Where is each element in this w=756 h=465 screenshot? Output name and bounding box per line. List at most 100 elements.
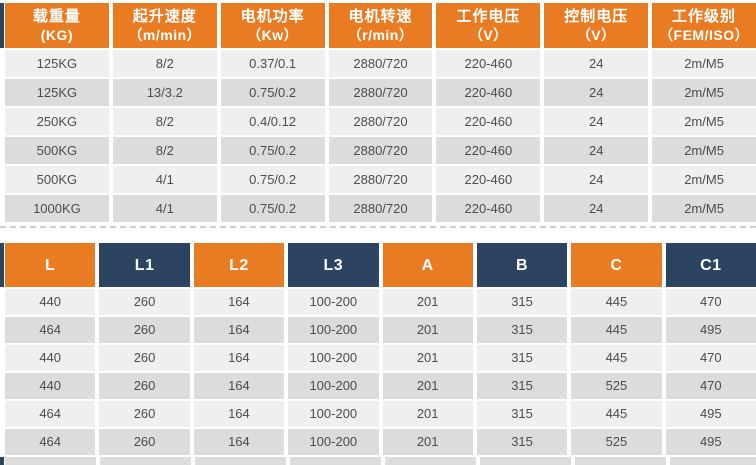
cropped-cell	[575, 457, 666, 465]
spec-cell: 220-460	[436, 195, 541, 222]
dim-cell: 201	[382, 317, 473, 343]
cropped-cell	[290, 457, 381, 465]
spec-cell: 24	[544, 195, 649, 222]
spec-cell: 1000KG	[5, 195, 109, 222]
spec-cell: 500KG	[5, 137, 109, 164]
dim-cell: 315	[476, 401, 568, 427]
spec-table: 载重量 (KG) 起升速度 （m/min） 电机功率 （Kw） 电机转速 （r/min） 工作电…	[0, 3, 756, 222]
spec-cell: 2880/720	[328, 108, 433, 135]
dimension-table-header-row: L L1 L2 L3 A B C C1	[0, 243, 756, 287]
spec-cell: 13/3.2	[112, 79, 217, 106]
dim-cell: 100-200	[288, 345, 379, 371]
spec-cell: 2m/M5	[652, 137, 756, 164]
cropped-cell	[385, 457, 476, 465]
dim-header-label: C	[610, 256, 623, 274]
dim-cell: 464	[5, 317, 96, 343]
dim-header-label: A	[421, 256, 434, 274]
spec-cell: 24	[544, 108, 649, 135]
spec-cell: 220-460	[436, 79, 541, 106]
dim-cell: 260	[99, 345, 190, 371]
dim-cell: 495	[665, 401, 756, 427]
dim-header-cell: L3	[288, 243, 379, 287]
spec-header-line1: 工作电压	[456, 7, 521, 25]
dim-header-cell: C1	[665, 243, 756, 287]
dim-cell: 164	[193, 317, 285, 343]
spec-header-cell: 工作电压 （V）	[436, 3, 541, 48]
spec-cell: 24	[544, 50, 649, 77]
spec-cell: 220-460	[436, 137, 541, 164]
dim-cell: 201	[382, 429, 473, 455]
dimension-table-body: 440 260 164 100-200 201 315 445 470 464 260 164 100…	[0, 289, 756, 455]
spec-cell: 2m/M5	[652, 195, 756, 222]
dim-cell: 164	[193, 289, 285, 315]
dim-header-cell: L2	[193, 243, 285, 287]
dim-header-cell: L	[5, 243, 96, 287]
cropped-column-edge-spec	[0, 3, 4, 48]
spec-header-cell: 载重量 (KG)	[5, 3, 109, 48]
spec-cell: 0.4/0.12	[220, 108, 325, 135]
spec-cell: 500KG	[5, 166, 109, 193]
spec-cell: 2880/720	[328, 166, 433, 193]
dim-cell: 445	[571, 345, 662, 371]
spec-cell: 24	[544, 137, 649, 164]
spec-cell: 0.75/0.2	[220, 79, 325, 106]
dim-header-cell: B	[476, 243, 568, 287]
cropped-cell	[480, 457, 571, 465]
cropped-cell	[100, 457, 191, 465]
dim-cell: 164	[193, 429, 285, 455]
spec-header-line2: （FEM/ISO）	[659, 26, 750, 43]
spec-cell: 125KG	[5, 50, 109, 77]
dim-cell: 100-200	[288, 401, 379, 427]
spec-header-line1: 电机转速	[348, 7, 413, 25]
dim-cell: 164	[193, 401, 285, 427]
dim-cell: 495	[665, 429, 756, 455]
dim-cell: 201	[382, 401, 473, 427]
spec-header-line1: 控制电压	[564, 7, 629, 25]
dim-header-label: C1	[700, 256, 722, 274]
spec-table-body: 125KG 8/2 0.37/0.1 2880/720 220-460 24 2m/M5 12…	[0, 50, 756, 222]
spec-cell: 250KG	[5, 108, 109, 135]
dim-cell: 495	[665, 317, 756, 343]
spec-cell: 125KG	[5, 79, 109, 106]
dim-cell: 470	[665, 373, 756, 399]
dim-cell: 260	[99, 373, 190, 399]
dim-cell: 201	[382, 289, 473, 315]
spec-header-cell: 控制电压 （V）	[544, 3, 649, 48]
spec-cell: 8/2	[112, 137, 217, 164]
dim-cell: 464	[5, 429, 96, 455]
spec-cell: 4/1	[112, 195, 217, 222]
spec-header-line2: （m/min）	[128, 26, 202, 43]
dim-cell: 445	[571, 401, 662, 427]
dim-cell: 440	[5, 345, 96, 371]
dim-header-label: L	[45, 256, 56, 274]
cropped-cell	[670, 457, 756, 465]
spec-cell: 220-460	[436, 166, 541, 193]
spec-cell: 2m/M5	[652, 79, 756, 106]
spec-cell: 2880/720	[328, 79, 433, 106]
cropped-column-edge-bottom	[0, 457, 4, 465]
dim-cell: 470	[665, 345, 756, 371]
spec-cell: 0.37/0.1	[220, 50, 325, 77]
dim-cell: 315	[476, 289, 568, 315]
dim-cell: 100-200	[288, 317, 379, 343]
spec-cell: 2m/M5	[652, 166, 756, 193]
dim-cell: 164	[193, 345, 285, 371]
dim-cell: 315	[476, 345, 568, 371]
spec-header-cell: 起升速度 （m/min）	[112, 3, 217, 48]
dim-cell: 525	[571, 373, 662, 399]
spec-header-cell: 电机功率 （Kw）	[220, 3, 325, 48]
dim-cell: 440	[5, 289, 96, 315]
dim-cell: 100-200	[288, 373, 379, 399]
dim-header-label: B	[516, 256, 529, 274]
dim-header-label: L2	[229, 256, 249, 274]
spec-cell: 24	[544, 79, 649, 106]
spec-cell: 0.75/0.2	[220, 166, 325, 193]
spec-header-cell: 电机转速 （r/min）	[328, 3, 433, 48]
spec-header-line2: （r/min）	[347, 26, 414, 43]
spec-table-header-row: 载重量 (KG) 起升速度 （m/min） 电机功率 （Kw） 电机转速 （r/min） 工作电…	[0, 3, 756, 48]
spec-header-line1: 载重量	[32, 7, 81, 25]
dim-cell: 164	[193, 373, 285, 399]
spec-header-line2: （V）	[468, 26, 508, 43]
dim-header-cell: L1	[99, 243, 190, 287]
dim-cell: 100-200	[288, 289, 379, 315]
